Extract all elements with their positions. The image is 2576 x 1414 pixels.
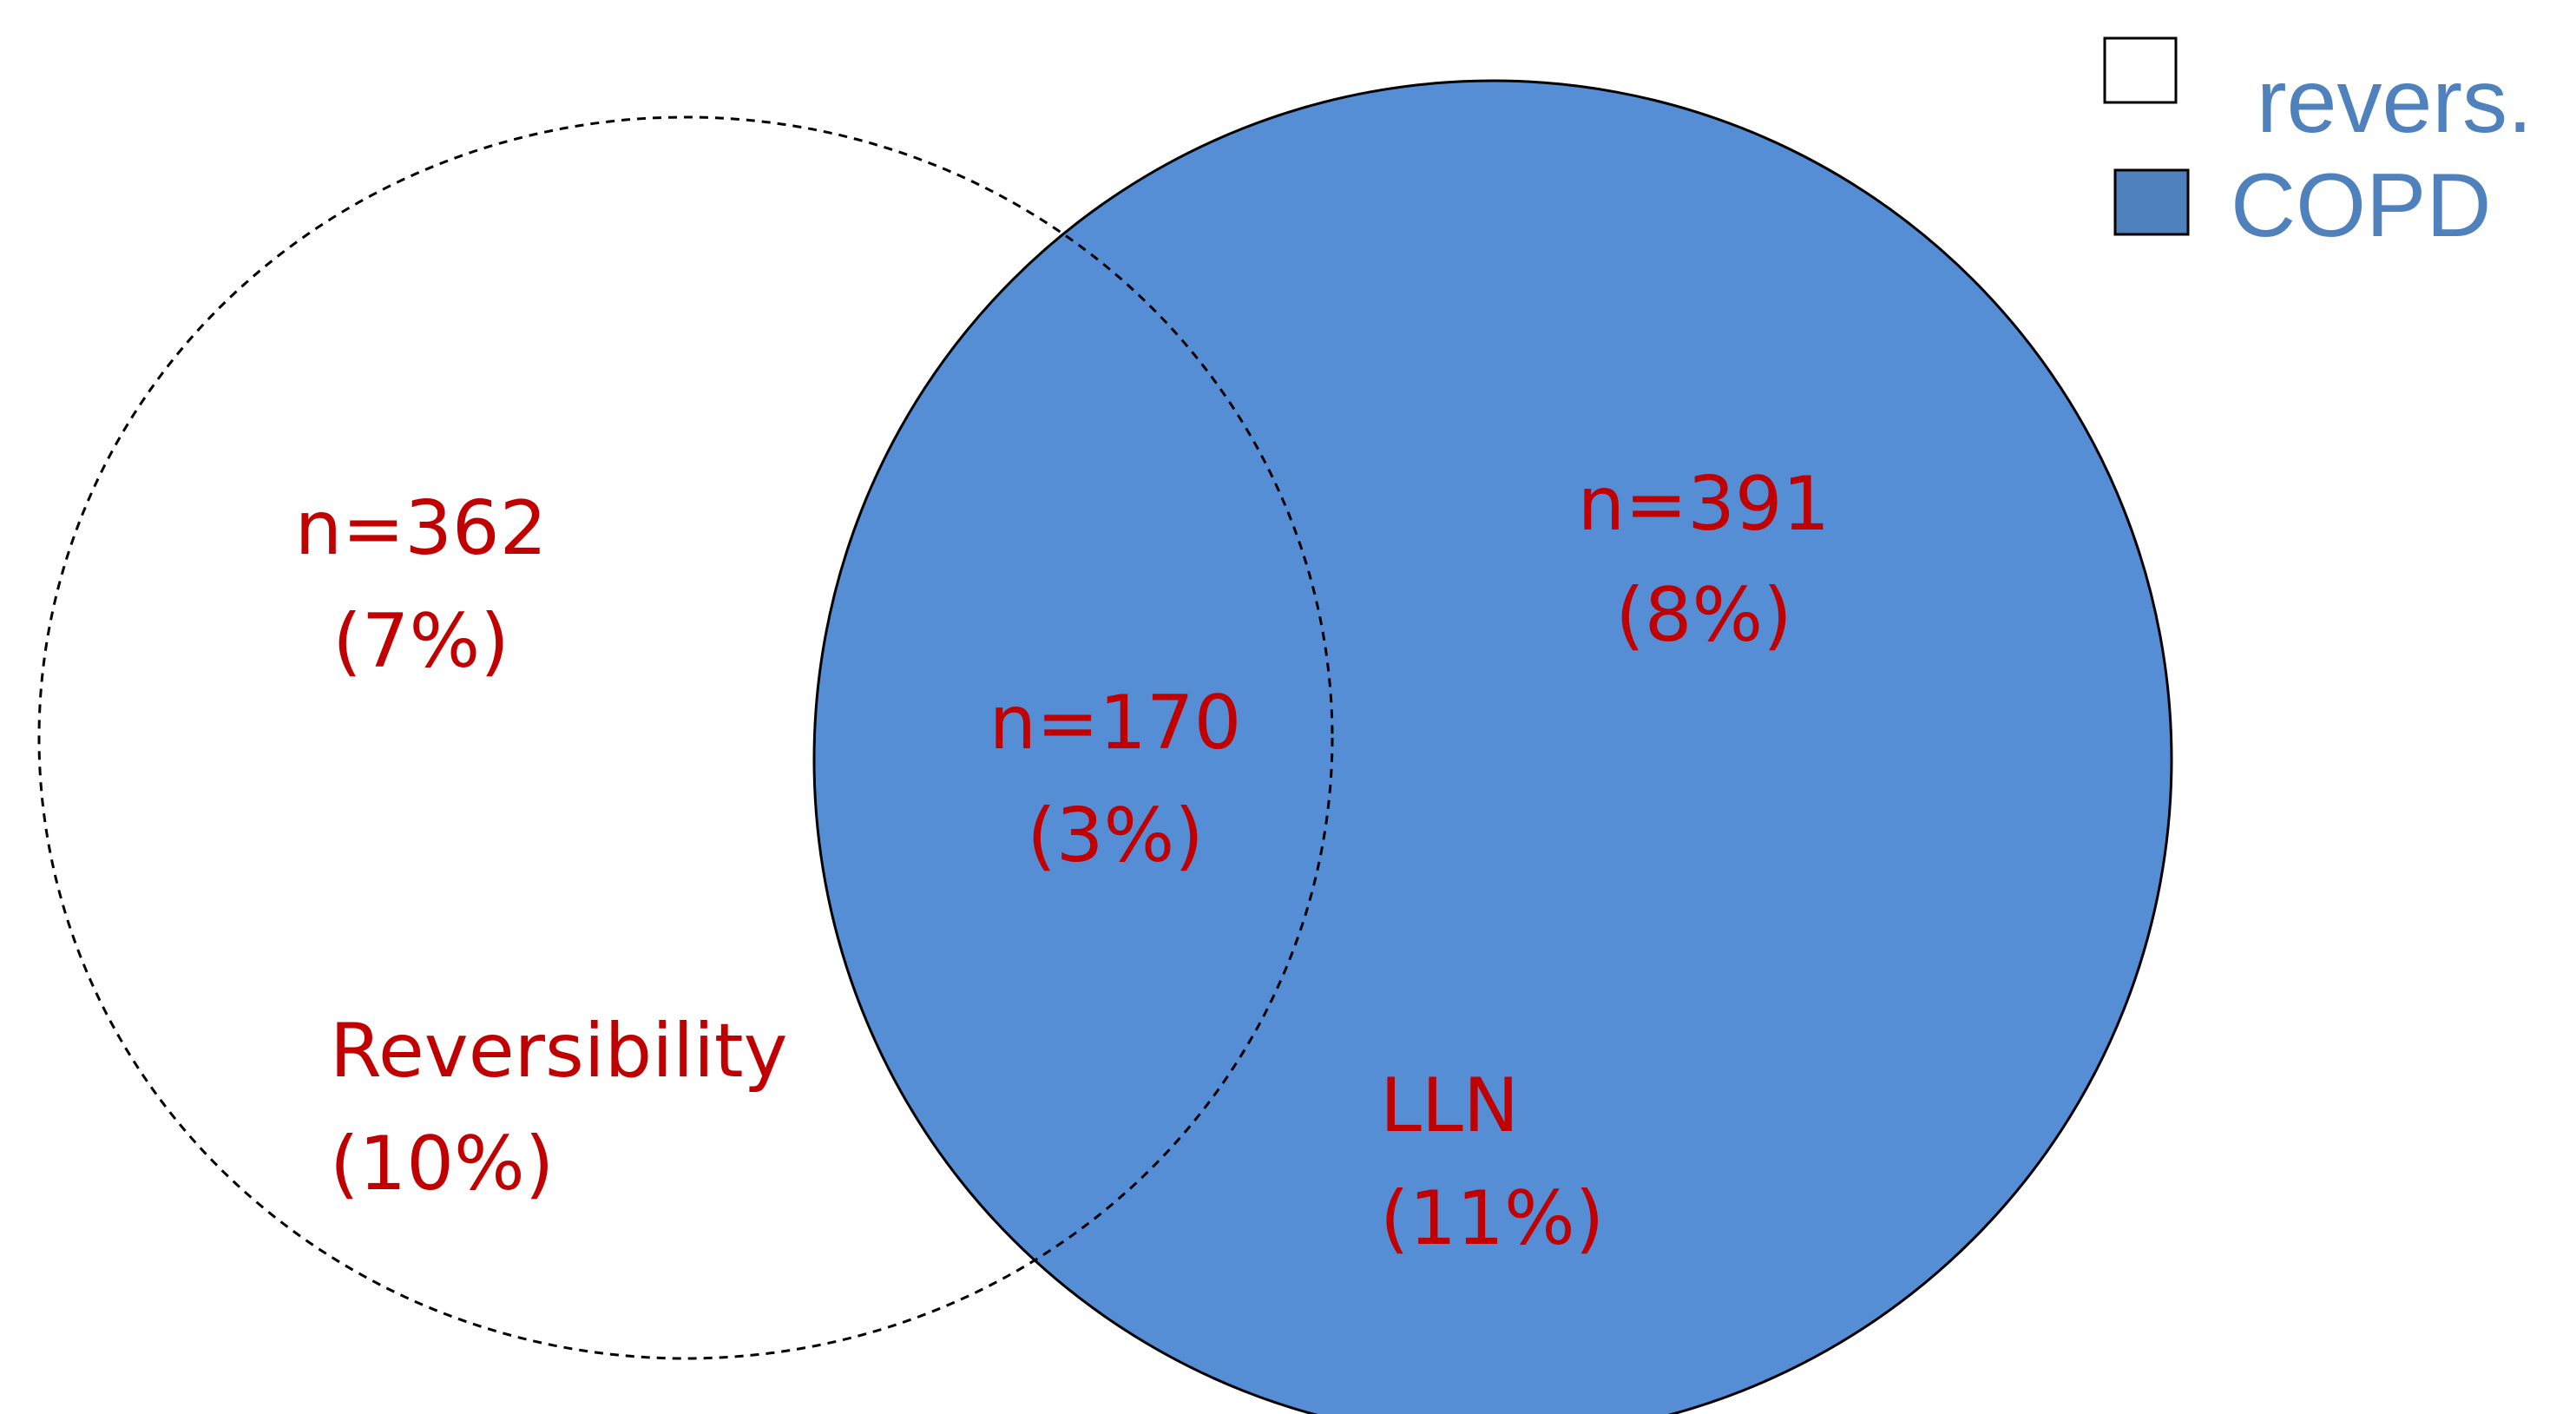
legend-swatch-revers xyxy=(2103,36,2178,104)
reversibility-circle xyxy=(37,115,1334,1360)
reversibility-set-name: Reversibility xyxy=(330,1008,788,1095)
reversibility-set-percent: (10%) xyxy=(330,1121,554,1207)
legend-label-revers: revers. xyxy=(2257,51,2533,152)
lln-only-count: n=391 xyxy=(1578,461,1830,548)
overlap-percent: (3%) xyxy=(1027,792,1204,879)
reversibility-only-percent: (7%) xyxy=(332,598,509,685)
lln-only-percent: (8%) xyxy=(1615,572,1792,659)
legend-swatch-copd xyxy=(2113,168,2190,236)
lln-circle xyxy=(812,79,2173,1414)
overlap-count: n=170 xyxy=(989,680,1242,766)
reversibility-only-count: n=362 xyxy=(295,485,548,572)
legend: revers. COPD xyxy=(2103,36,2533,256)
legend-label-copd: COPD xyxy=(2231,155,2491,256)
lln-set-percent: (11%) xyxy=(1380,1175,1604,1262)
lln-set-name: LLN xyxy=(1380,1062,1519,1149)
